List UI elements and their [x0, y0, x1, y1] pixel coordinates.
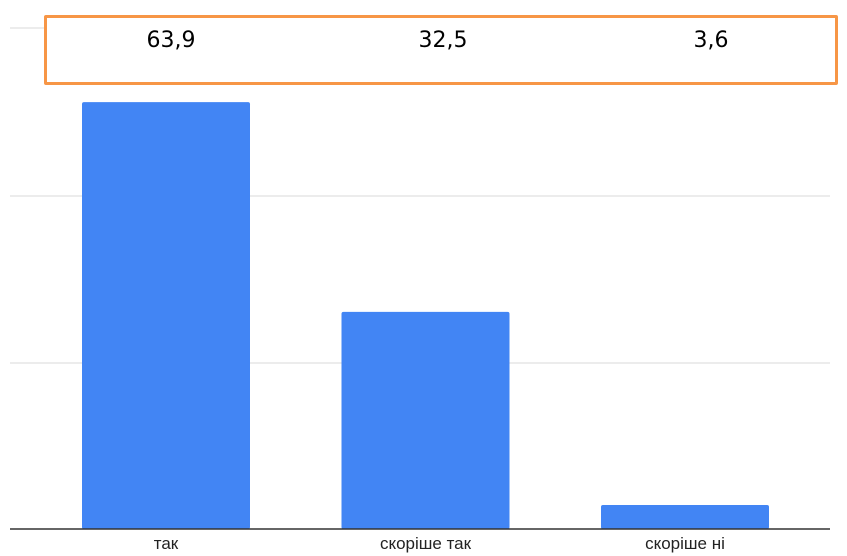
bar-3 [601, 504, 769, 529]
bar-2 [341, 311, 510, 529]
category-label-3: скоріше ні [645, 534, 725, 553]
bar-1 [82, 102, 250, 529]
category-labels: так скоріше так скоріше ні [154, 534, 725, 553]
category-label-1: так [154, 534, 179, 553]
bars [82, 102, 769, 529]
value-labels-highlight-box [44, 15, 838, 85]
category-label-2: скоріше так [380, 534, 472, 553]
value-label-3: 3,6 [693, 28, 729, 53]
value-label-2: 32,5 [418, 28, 468, 53]
value-label-1: 63,9 [146, 28, 196, 53]
